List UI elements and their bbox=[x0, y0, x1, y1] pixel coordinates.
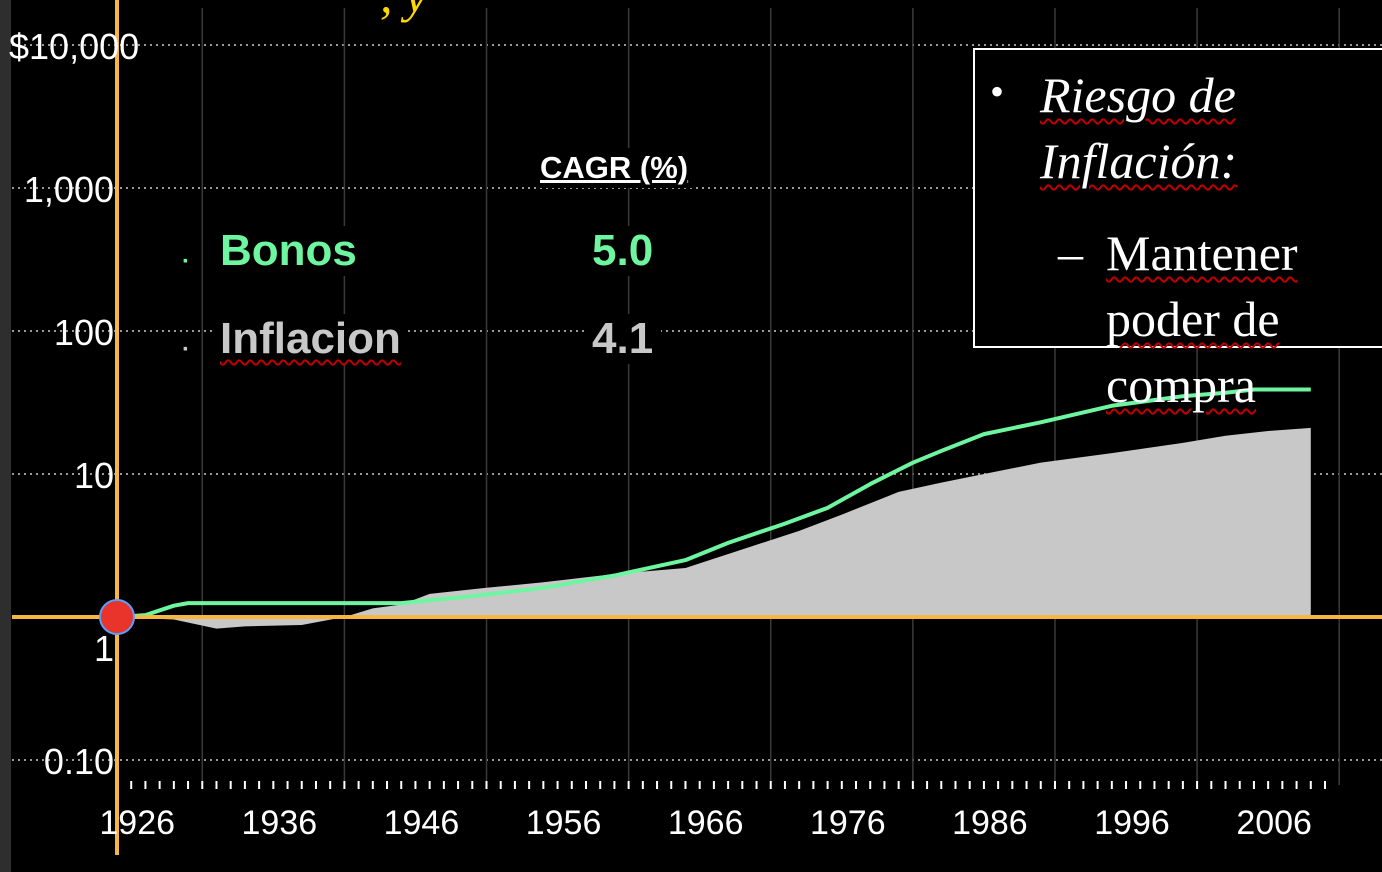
x-tick-label: 1926 bbox=[99, 804, 176, 842]
x-tick-label: 1946 bbox=[383, 804, 460, 842]
y-tick-label: 1 bbox=[93, 628, 114, 669]
x-tick-label: 1996 bbox=[1094, 804, 1170, 842]
callout-sub-line1: Mantener bbox=[1106, 225, 1298, 281]
y-tick-label: $10,000 bbox=[9, 26, 140, 67]
legend-label-inflacion: Inflacion bbox=[214, 314, 407, 364]
x-tick-label: 2006 bbox=[1236, 804, 1312, 842]
callout-dash: – bbox=[1058, 225, 1083, 281]
legend-value-inflacion: 4.1 bbox=[584, 314, 662, 364]
x-tick-label: 1966 bbox=[667, 804, 744, 842]
series-area-inflacion bbox=[117, 427, 1311, 629]
y-tick-label: 10 bbox=[73, 455, 114, 496]
y-tick-label: 100 bbox=[53, 312, 114, 353]
x-tick-label: 1936 bbox=[241, 804, 318, 842]
legend-bullet-inflacion: · bbox=[182, 336, 190, 363]
legend-label-bonos: Bonos bbox=[214, 226, 363, 276]
callout-box bbox=[973, 48, 1382, 348]
callout-heading-line2: Inflación: bbox=[1040, 133, 1238, 189]
callout-sub-line3: compra bbox=[1106, 357, 1256, 413]
x-tick-label: 1956 bbox=[525, 804, 602, 842]
callout-sub-line2: poder de bbox=[1106, 291, 1280, 347]
y-tick-label: 0.10 bbox=[43, 741, 114, 782]
legend-bullet-bonos: · bbox=[182, 248, 190, 275]
legend-header: CAGR (%) bbox=[536, 148, 693, 188]
origin-marker bbox=[99, 599, 135, 635]
slide-edge bbox=[0, 0, 11, 872]
series-line-bonos bbox=[116, 387, 1311, 619]
legend-value-bonos: 5.0 bbox=[584, 226, 662, 276]
x-tick-label: 1986 bbox=[952, 804, 1028, 842]
slide-title-fragment: , y bbox=[380, 0, 427, 24]
x-tick-label: 1976 bbox=[809, 804, 886, 842]
y-tick-label: 1,000 bbox=[23, 169, 114, 210]
callout-heading-line1: Riesgo de bbox=[1040, 67, 1236, 123]
callout-bullet: • bbox=[990, 69, 1005, 114]
